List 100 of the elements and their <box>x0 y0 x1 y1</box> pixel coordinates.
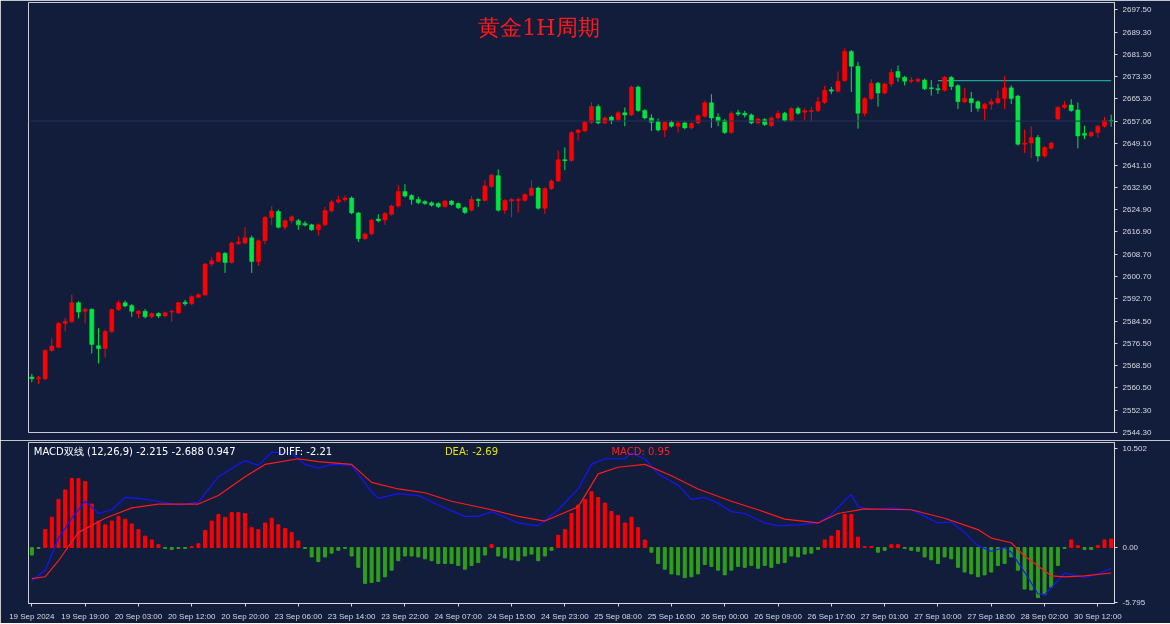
bar <box>895 544 900 548</box>
bar <box>969 547 974 575</box>
bar <box>975 547 980 578</box>
bar <box>123 518 128 548</box>
bar <box>376 547 381 582</box>
bar <box>249 527 254 548</box>
y-tick-label: 2592.70 <box>1122 294 1152 304</box>
x-tick-label: 20 Sep 20:00 <box>221 611 270 621</box>
bar <box>922 547 927 558</box>
bar <box>836 530 840 548</box>
bar <box>756 547 761 569</box>
bar <box>995 547 1000 566</box>
bar <box>362 547 367 584</box>
annotation: DIFF: -2.21 <box>278 445 333 457</box>
bar <box>236 512 241 548</box>
bar <box>49 516 54 548</box>
candlestick <box>182 299 188 307</box>
y-tick-label: 2632.90 <box>1122 183 1152 193</box>
bar <box>649 547 654 553</box>
candlestick <box>729 110 734 135</box>
candlestick <box>1028 125 1034 159</box>
bar <box>502 547 507 559</box>
bar <box>542 547 547 557</box>
x-tick-label: 25 Sep 16:00 <box>647 611 696 621</box>
x-tick-label: 24 Sep 23:00 <box>541 611 590 621</box>
bar <box>809 547 814 554</box>
bar <box>589 491 594 548</box>
x-tick-label: 23 Sep 06:00 <box>274 611 323 621</box>
bar <box>283 528 288 548</box>
annotation: MACD双线 (12,26,9) -2.215 -2.688 0.947 <box>33 445 236 457</box>
bar <box>263 522 268 548</box>
bar <box>782 547 787 564</box>
candlestick <box>875 81 881 108</box>
candlestick <box>82 307 88 324</box>
bar <box>369 547 374 583</box>
y-tick-label: 2697.50 <box>1122 4 1152 14</box>
bar <box>329 547 334 554</box>
bar <box>662 547 667 570</box>
bar <box>196 543 201 548</box>
y-tick-label: 2576.50 <box>1122 339 1152 349</box>
y-tick-label: 2649.10 <box>1122 138 1152 148</box>
bar <box>889 544 894 548</box>
bar <box>935 547 940 565</box>
bar <box>602 502 607 548</box>
bar <box>716 547 721 571</box>
x-tick-label: 26 Sep 00:00 <box>700 611 750 621</box>
bar <box>982 547 987 576</box>
line-series <box>31 458 1112 580</box>
bar <box>676 547 681 576</box>
y-tick-label: 2584.50 <box>1122 316 1152 326</box>
bar <box>256 529 261 548</box>
x-tick-label: 23 Sep 14:00 <box>327 611 376 621</box>
bar <box>216 513 221 548</box>
y-tick-label: 2624.90 <box>1122 205 1152 215</box>
bar <box>776 547 781 565</box>
bar <box>243 513 248 548</box>
x-tick-label: 27 Sep 10:00 <box>914 611 963 621</box>
bar <box>522 547 527 557</box>
bar <box>729 547 734 571</box>
bar <box>309 547 314 558</box>
bar <box>29 547 34 556</box>
y-tick-label: 2544.30 <box>1122 428 1152 437</box>
y-tick-label: 2608.70 <box>1122 250 1152 260</box>
bar <box>396 547 401 562</box>
bar <box>842 513 847 548</box>
bar <box>129 523 134 548</box>
bar <box>629 516 634 548</box>
bar <box>955 547 960 568</box>
bar <box>156 544 161 548</box>
bar <box>149 539 154 548</box>
bar <box>382 547 387 578</box>
bar <box>1055 547 1060 566</box>
bar <box>109 520 114 548</box>
x-tick-label: 27 Sep 18:00 <box>967 611 1016 621</box>
bar <box>656 547 661 565</box>
bar <box>1102 539 1107 548</box>
bar <box>496 547 501 557</box>
text: 黄金1H周期 <box>478 14 600 40</box>
candlestick <box>675 120 681 134</box>
bar <box>43 529 48 548</box>
y-tick-label: 2560.50 <box>1122 383 1152 393</box>
y-tick-label: 0.00 <box>1122 543 1139 552</box>
x-tick-label: 20 Sep 12:00 <box>167 611 217 621</box>
bar <box>702 547 707 565</box>
bar <box>875 547 880 553</box>
bar <box>116 515 121 548</box>
bar <box>736 547 741 567</box>
bar <box>476 547 481 564</box>
bar <box>536 547 541 562</box>
bar <box>882 547 887 551</box>
bar <box>1002 547 1007 565</box>
bar <box>336 547 341 551</box>
bar <box>482 547 487 556</box>
bar <box>276 524 281 548</box>
bar <box>962 547 967 573</box>
candlestick <box>835 71 841 94</box>
bar <box>696 547 701 575</box>
bar <box>89 503 94 548</box>
bar <box>855 536 860 548</box>
y-tick-label: 2641.10 <box>1122 160 1152 170</box>
